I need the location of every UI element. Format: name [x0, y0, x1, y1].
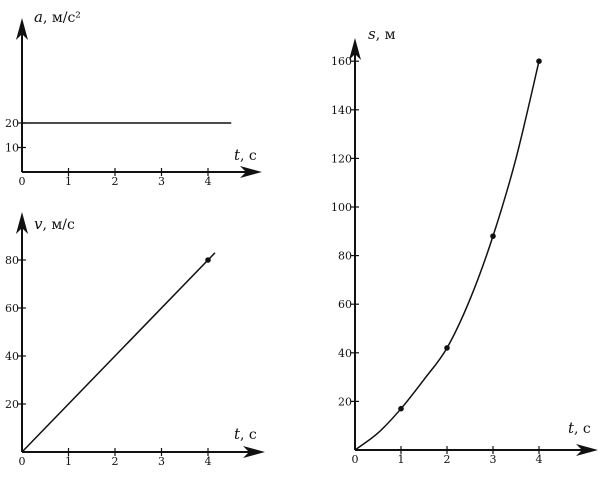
y-axis-label: v, м/с	[34, 215, 75, 233]
x-tick-label: 1	[65, 175, 72, 188]
x-tick-label: 1	[65, 455, 72, 468]
x-axis-label: t, с	[568, 419, 591, 437]
y-tick-label: 80	[5, 254, 19, 267]
data-point	[398, 405, 404, 412]
y-tick-label: 40	[338, 347, 352, 360]
acceleration-chart: 0 1 2 3 4 10 20 t, с a, м/с²	[5, 8, 262, 188]
x-axis-arrow-icon	[240, 166, 262, 178]
y-tick-label: 140	[331, 104, 352, 117]
y-axis-arrow-icon	[16, 212, 28, 234]
y-axis-arrow-icon	[16, 18, 28, 40]
y-tick-label: 100	[331, 201, 352, 214]
displacement-chart: 0 1 2 3 4 20 40 60 80 100 120 140 160 t, с s, м	[331, 25, 598, 466]
y-tick-label: 20	[5, 117, 19, 130]
series-line	[354, 61, 540, 451]
y-tick-label: 40	[5, 350, 19, 363]
y-tick-label: 80	[338, 250, 352, 263]
x-axis-arrow-icon	[243, 446, 265, 458]
y-tick-label: 20	[338, 395, 352, 408]
x-tick-label: 2	[112, 175, 119, 188]
y-tick-label: 60	[5, 302, 19, 315]
x-axis-arrow-icon	[576, 444, 598, 456]
x-tick-label: 4	[205, 455, 212, 468]
x-tick-label: 4	[205, 175, 212, 188]
x-axis-label: t, с	[234, 425, 257, 443]
x-tick-label: 3	[158, 175, 165, 188]
y-axis-label: s, м	[368, 25, 396, 43]
x-tick-label: 2	[444, 453, 451, 466]
y-tick-label: 160	[331, 55, 352, 68]
data-point	[490, 233, 496, 239]
x-axis-label: t, с	[234, 146, 257, 164]
series-line	[21, 252, 216, 453]
data-point	[444, 345, 450, 351]
x-tick-label: 4	[536, 453, 543, 466]
x-tick-label: 0	[19, 455, 26, 468]
data-point	[536, 58, 542, 64]
y-tick-label: 120	[331, 152, 352, 165]
y-tick-label: 10	[5, 142, 19, 155]
velocity-chart: 0 1 2 3 4 20 40 60 80 t, с v, м/с	[5, 212, 265, 468]
y-tick-label: 60	[338, 298, 352, 311]
x-tick-label: 0	[19, 175, 26, 188]
data-point	[205, 257, 211, 263]
x-tick-label: 0	[352, 453, 359, 466]
x-tick-label: 3	[158, 455, 165, 468]
x-tick-label: 2	[112, 455, 119, 468]
x-tick-label: 1	[398, 453, 405, 466]
y-axis-label: a, м/с²	[34, 8, 81, 26]
x-tick-label: 3	[490, 453, 497, 466]
y-tick-label: 20	[5, 398, 19, 411]
y-axis-arrow-icon	[349, 38, 361, 60]
